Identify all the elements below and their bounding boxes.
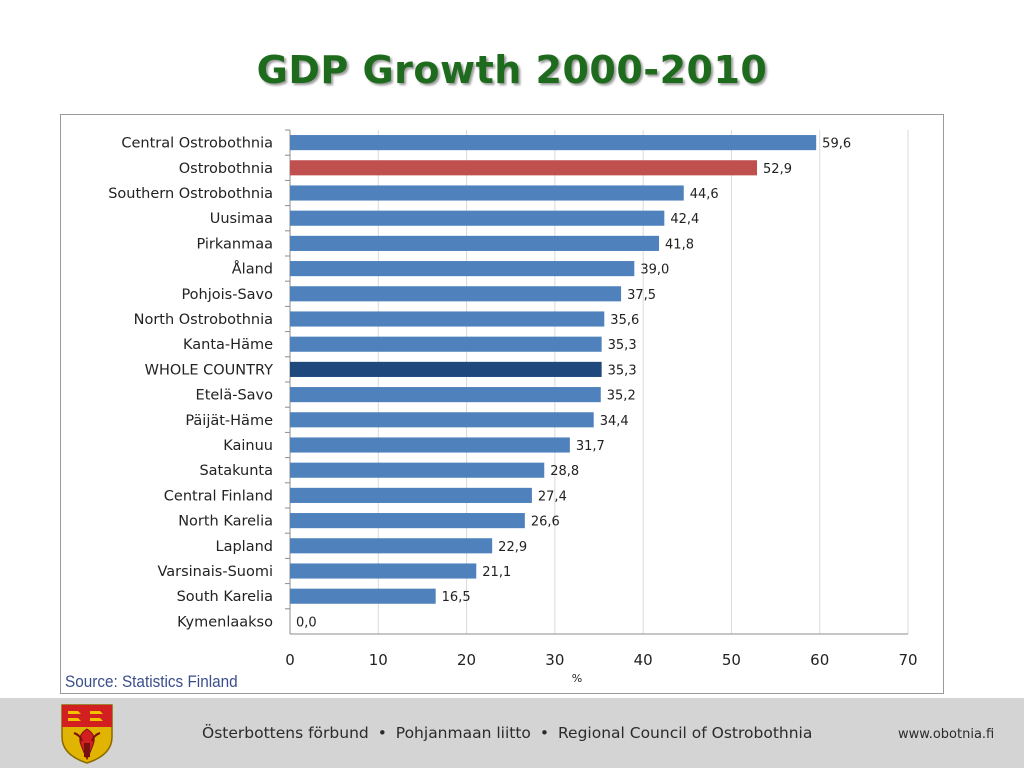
bar	[290, 286, 622, 302]
data-label: 22,9	[498, 540, 527, 555]
x-tick-label: 10	[369, 651, 388, 669]
bar	[290, 487, 532, 503]
category-label: North Karelia	[178, 514, 273, 530]
data-label: 42,4	[670, 212, 699, 227]
slide-title: GDP Growth 2000-2010	[256, 48, 768, 92]
data-label: 27,4	[538, 489, 567, 504]
category-label: South Karelia	[177, 589, 273, 605]
category-label: Ostrobothnia	[179, 161, 273, 177]
x-tick-label: 50	[722, 651, 741, 669]
bar	[290, 336, 602, 352]
bar	[290, 437, 570, 453]
x-tick-label: 60	[810, 651, 829, 669]
category-label: Pohjois-Savo	[181, 287, 273, 303]
category-label: Pirkanmaa	[196, 236, 273, 252]
source-note: Source: Statistics Finland	[65, 672, 238, 691]
category-label: Åland	[232, 261, 273, 278]
data-label: 35,3	[608, 363, 637, 378]
data-label: 52,9	[763, 162, 792, 177]
data-label: 37,5	[627, 288, 656, 303]
bar	[290, 412, 594, 428]
data-label: 44,6	[690, 187, 719, 202]
x-tick-label: 0	[285, 651, 295, 669]
bar	[290, 588, 436, 604]
website-link[interactable]: www.obotnia.fi	[898, 727, 995, 742]
bar	[290, 563, 477, 579]
x-tick-label: 70	[898, 651, 917, 669]
category-label: Päijät-Häme	[185, 413, 273, 429]
bar	[290, 387, 601, 403]
footer-organizations: Österbottens förbund • Pohjanmaan liitto…	[202, 724, 812, 742]
data-label: 28,8	[550, 464, 579, 479]
data-label: 21,1	[482, 565, 511, 580]
category-label: Kainuu	[223, 438, 273, 454]
org-name-finnish: Pohjanmaan liitto	[395, 724, 531, 742]
category-label: WHOLE COUNTRY	[145, 362, 274, 378]
bar	[290, 462, 545, 478]
bar	[290, 135, 817, 151]
data-label: 35,6	[610, 313, 639, 328]
bar	[290, 538, 493, 554]
category-label: Central Ostrobothnia	[121, 136, 273, 152]
x-tick-label: 40	[634, 651, 653, 669]
chart-frame: 0 10 20 30 40 50 60 70 Central Ostrobothnia 59,6 O…	[60, 114, 944, 694]
bar	[290, 160, 758, 176]
data-label: 35,3	[608, 338, 637, 353]
data-label: 34,4	[600, 414, 629, 429]
category-label: Southern Ostrobothnia	[108, 186, 273, 202]
bar	[290, 235, 660, 251]
bar	[290, 311, 605, 327]
org-name-english: Regional Council of Ostrobothnia	[557, 724, 813, 742]
category-label: Kanta-Häme	[183, 337, 273, 353]
separator-dot: •	[539, 724, 550, 742]
category-label: Varsinais-Suomi	[157, 564, 273, 580]
bar	[290, 361, 602, 377]
data-label: 31,7	[576, 439, 605, 454]
bar	[290, 513, 525, 529]
coat-of-arms-logo	[61, 704, 113, 764]
data-label: 41,8	[665, 237, 694, 252]
bar	[290, 210, 665, 226]
data-label: 59,6	[822, 137, 851, 152]
category-label: Lapland	[216, 539, 273, 555]
x-tick-label: 30	[545, 651, 564, 669]
bar	[290, 185, 684, 201]
category-label: Uusimaa	[210, 211, 273, 227]
footer: Österbottens förbund • Pohjanmaan liitto…	[0, 698, 1024, 768]
org-name-swedish: Österbottens förbund	[202, 724, 369, 742]
data-label: 39,0	[640, 263, 669, 278]
category-label: Satakunta	[199, 463, 273, 479]
data-label: 35,2	[607, 389, 636, 404]
data-label: 26,6	[531, 515, 560, 530]
data-label: 16,5	[442, 590, 471, 605]
category-label: Kymenlaakso	[177, 614, 273, 630]
bar	[290, 261, 635, 277]
x-tick-label: 20	[457, 651, 476, 669]
category-label: Central Finland	[164, 488, 273, 504]
category-label: Etelä-Savo	[196, 388, 274, 404]
separator-dot: •	[377, 724, 387, 742]
data-label: 0,0	[296, 615, 317, 630]
category-label: North Ostrobothnia	[134, 312, 273, 328]
bar-chart: 0 10 20 30 40 50 60 70 Central Ostrobothnia 59,6 O…	[108, 129, 918, 685]
x-axis-label: %	[572, 672, 582, 685]
